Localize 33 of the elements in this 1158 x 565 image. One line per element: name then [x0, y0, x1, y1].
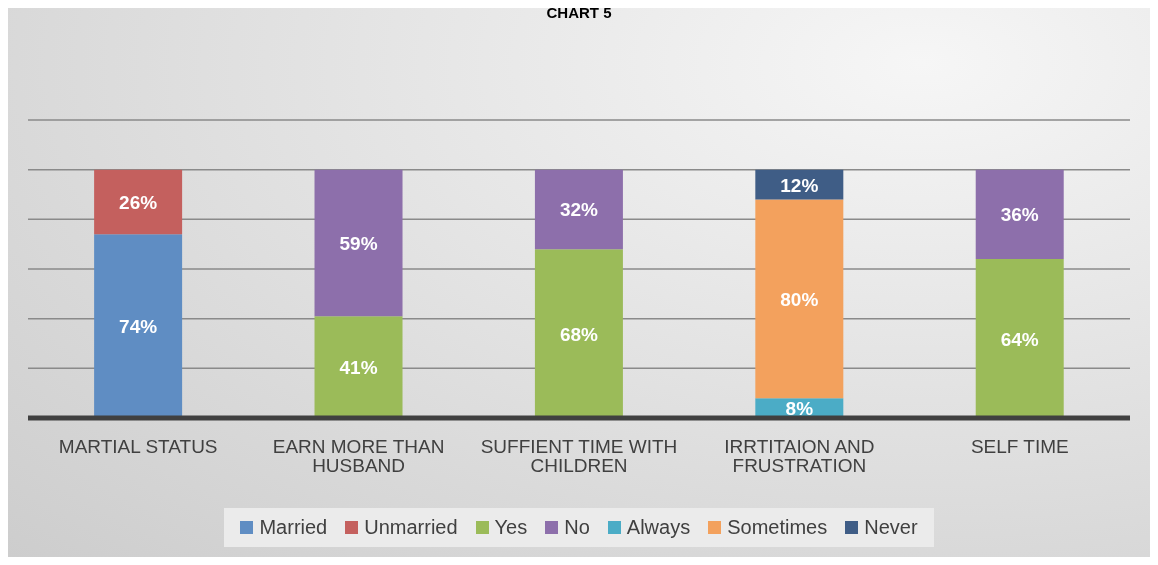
data-label: 41%: [339, 357, 378, 379]
legend-label: No: [564, 516, 590, 539]
legend-label: Married: [259, 516, 328, 539]
bar: [94, 169, 183, 235]
data-label: 64%: [1000, 328, 1039, 350]
x-tick-label: IRRTITAION AND FRUSTRATION: [724, 436, 875, 477]
data-label: 36%: [1000, 204, 1039, 226]
x-tick-label: SUFFIENT TIME WITH CHILDREN: [480, 436, 678, 477]
x-tick-label: MARTIAL STATUS: [58, 436, 218, 458]
data-label: 74%: [119, 316, 158, 338]
bar: [534, 169, 623, 250]
bar: [975, 169, 1064, 260]
bar: [314, 316, 403, 418]
legend-label: Unmarried: [364, 516, 458, 539]
data-label: 59%: [339, 232, 378, 254]
data-label: 8%: [785, 398, 814, 420]
bar: [755, 199, 844, 399]
bar: [975, 259, 1064, 418]
data-label: 12%: [780, 174, 819, 196]
legend-label: Never: [864, 516, 918, 539]
chart-title: CHART 5: [545, 4, 613, 21]
data-label: 26%: [119, 191, 158, 213]
data-label: 32%: [559, 199, 599, 221]
data-label: 68%: [559, 323, 599, 345]
data-label: 80%: [780, 288, 819, 310]
x-tick-label: EARN MORE THAN HUSBAND: [272, 436, 445, 477]
legend-label: Always: [626, 516, 691, 539]
bar: [314, 169, 403, 317]
legend-label: Yes: [494, 516, 528, 539]
x-tick-label: SELF TIME: [970, 436, 1069, 458]
bar: [94, 234, 183, 418]
bar: [534, 249, 623, 418]
legend-label: Sometimes: [727, 516, 828, 539]
